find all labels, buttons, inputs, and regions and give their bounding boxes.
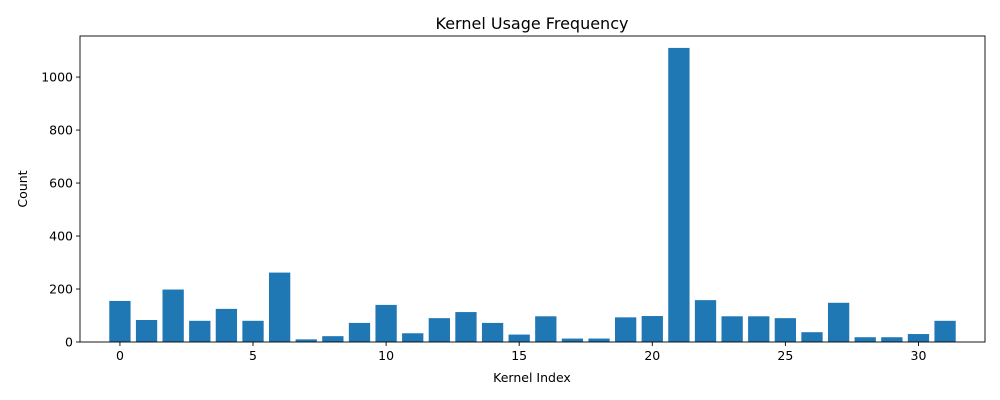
x-tick-label: 5	[249, 348, 257, 363]
bar-kernel-18	[588, 338, 610, 342]
bar-kernel-23	[721, 316, 743, 342]
y-axis-ticks: 0 200 400 600 800 1000	[41, 70, 80, 350]
bar-kernel-1	[135, 320, 158, 342]
bar-kernel-3	[189, 320, 211, 342]
bar-kernel-8	[322, 336, 344, 342]
bar-kernel-27	[827, 302, 850, 342]
bar-kernel-5	[242, 320, 264, 342]
bar-kernel-14	[481, 322, 504, 342]
bar-kernel-19	[615, 317, 637, 342]
bar-kernel-31	[934, 320, 956, 342]
bar-kernel-24	[748, 316, 770, 342]
bar-kernel-25	[774, 318, 797, 342]
bar-kernel-30	[907, 334, 930, 342]
x-tick-label: 20	[644, 348, 660, 363]
bar-kernel-21	[668, 47, 690, 343]
plot-frame	[79, 35, 986, 343]
y-tick-label: 1000	[41, 70, 73, 85]
x-axis-ticks: 0 5 10 15 20 25 30	[116, 342, 927, 363]
bar-kernel-13	[455, 312, 477, 342]
y-tick-label: 800	[49, 123, 73, 138]
y-tick-label: 400	[49, 229, 73, 244]
bar-kernel-7	[295, 339, 317, 342]
bars-group	[109, 47, 956, 343]
y-tick-label: 0	[65, 335, 73, 350]
bar-kernel-10	[375, 304, 397, 342]
bar-kernel-15	[508, 334, 530, 342]
bar-kernel-17	[561, 338, 584, 342]
chart-title: Kernel Usage Frequency	[436, 14, 629, 33]
bar-kernel-26	[801, 332, 823, 342]
bar-kernel-4	[215, 308, 238, 342]
x-axis-label: Kernel Index	[493, 370, 571, 385]
bar-kernel-9	[348, 322, 371, 342]
bar-kernel-2	[162, 289, 184, 342]
x-tick-label: 15	[511, 348, 527, 363]
bar-kernel-6	[268, 272, 291, 342]
bar-kernel-12	[428, 318, 450, 342]
bar-kernel-0	[109, 300, 131, 342]
bar-kernel-20	[641, 316, 663, 342]
x-tick-label: 30	[911, 348, 927, 363]
x-tick-label: 25	[777, 348, 793, 363]
bar-kernel-11	[402, 333, 424, 342]
y-tick-label: 600	[49, 176, 73, 191]
bar-kernel-28	[854, 337, 876, 342]
y-axis-label: Count	[15, 170, 30, 207]
x-tick-label: 0	[116, 348, 124, 363]
bar-kernel-16	[535, 316, 557, 342]
bar-kernel-29	[881, 337, 903, 342]
bar-kernel-22	[694, 300, 717, 342]
x-tick-label: 10	[378, 348, 394, 363]
y-tick-label: 200	[49, 282, 73, 297]
